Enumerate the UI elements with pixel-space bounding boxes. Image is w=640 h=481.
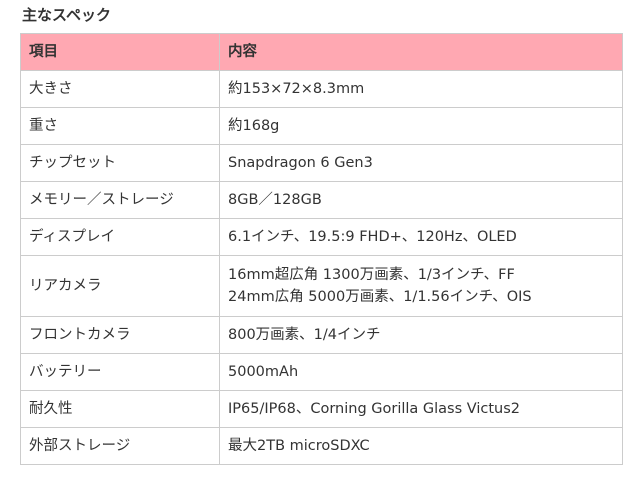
spec-value: 6.1インチ、19.5:9 FHD+、120Hz、OLED [219,218,623,256]
spec-value-line: Snapdragon 6 Gen3 [228,155,373,171]
spec-value: 8GB／128GB [219,181,623,219]
spec-value-line: 約153×72×8.3mm [228,81,365,97]
spec-value: IP65/IP68、Corning Gorilla Glass Victus2 [219,390,623,428]
spec-label: 大きさ [20,70,220,108]
spec-value: Snapdragon 6 Gen3 [219,144,623,182]
spec-value-line: 24mm広角 5000万画素、1/1.56インチ、OIS [228,289,532,305]
table-row: フロントカメラ 800万画素、1/4インチ [20,316,623,354]
spec-value-line: 800万画素、1/4インチ [228,327,381,343]
spec-value-line: 6.1インチ、19.5:9 FHD+、120Hz、OLED [228,229,517,245]
spec-table: 項目 内容 大きさ 約153×72×8.3mm 重さ 約168g チップセット Snapd… [20,33,623,465]
table-row: チップセット Snapdragon 6 Gen3 [20,144,623,182]
table-row: メモリー／ストレージ 8GB／128GB [20,181,623,219]
spec-value-line: 約168g [228,118,280,134]
spec-label: ディスプレイ [20,218,220,256]
table-row: 外部ストレージ 最大2TB microSDXC [20,427,623,465]
table-row: リアカメラ 16mm超広角 1300万画素、1/3インチ、FF 24mm広角 500… [20,255,623,317]
spec-value: 5000mAh [219,353,623,391]
column-header-item: 項目 [20,33,220,71]
table-row: 耐久性 IP65/IP68、Corning Gorilla Glass Victu… [20,390,623,428]
spec-label: チップセット [20,144,220,182]
spec-value: 最大2TB microSDXC [219,427,623,465]
section-title: 主なスペック [22,6,111,24]
spec-value-line: 5000mAh [228,364,299,380]
spec-value: 800万画素、1/4インチ [219,316,623,354]
spec-value-line: IP65/IP68、Corning Gorilla Glass Victus2 [228,401,521,417]
spec-value-line: 16mm超広角 1300万画素、1/3インチ、FF [228,267,515,283]
column-header-content: 内容 [219,33,623,71]
table-row: 大きさ 約153×72×8.3mm [20,70,623,108]
spec-label: 重さ [20,107,220,145]
table-header: 項目 内容 [20,33,623,71]
spec-label: バッテリー [20,353,220,391]
table-row: ディスプレイ 6.1インチ、19.5:9 FHD+、120Hz、OLED [20,218,623,256]
table-row: バッテリー 5000mAh [20,353,623,391]
spec-label: メモリー／ストレージ [20,181,220,219]
table-row: 重さ 約168g [20,107,623,145]
spec-value: 約168g [219,107,623,145]
spec-label: 耐久性 [20,390,220,428]
spec-value: 約153×72×8.3mm [219,70,623,108]
spec-value-line: 最大2TB microSDXC [228,438,370,454]
spec-label: 外部ストレージ [20,427,220,465]
spec-label: フロントカメラ [20,316,220,354]
spec-value: 16mm超広角 1300万画素、1/3インチ、FF 24mm広角 5000万画素、… [219,255,623,317]
spec-label: リアカメラ [20,255,220,317]
spec-value-line: 8GB／128GB [228,192,322,208]
